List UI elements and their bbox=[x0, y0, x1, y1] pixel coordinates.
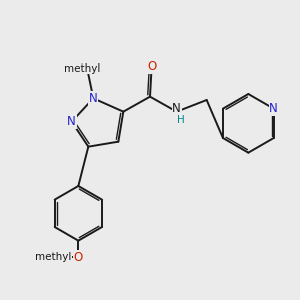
Text: O: O bbox=[74, 251, 83, 264]
Text: methoxy: methoxy bbox=[45, 257, 52, 258]
Text: methoxy: methoxy bbox=[49, 257, 55, 258]
Text: methyl: methyl bbox=[64, 64, 100, 74]
Text: methyl: methyl bbox=[64, 63, 100, 73]
Text: O: O bbox=[147, 60, 156, 73]
Text: methyl: methyl bbox=[35, 252, 71, 262]
Text: N: N bbox=[67, 115, 76, 128]
Text: H: H bbox=[177, 115, 184, 125]
Text: N: N bbox=[89, 92, 98, 105]
Text: N: N bbox=[269, 102, 278, 115]
Text: N: N bbox=[172, 103, 181, 116]
